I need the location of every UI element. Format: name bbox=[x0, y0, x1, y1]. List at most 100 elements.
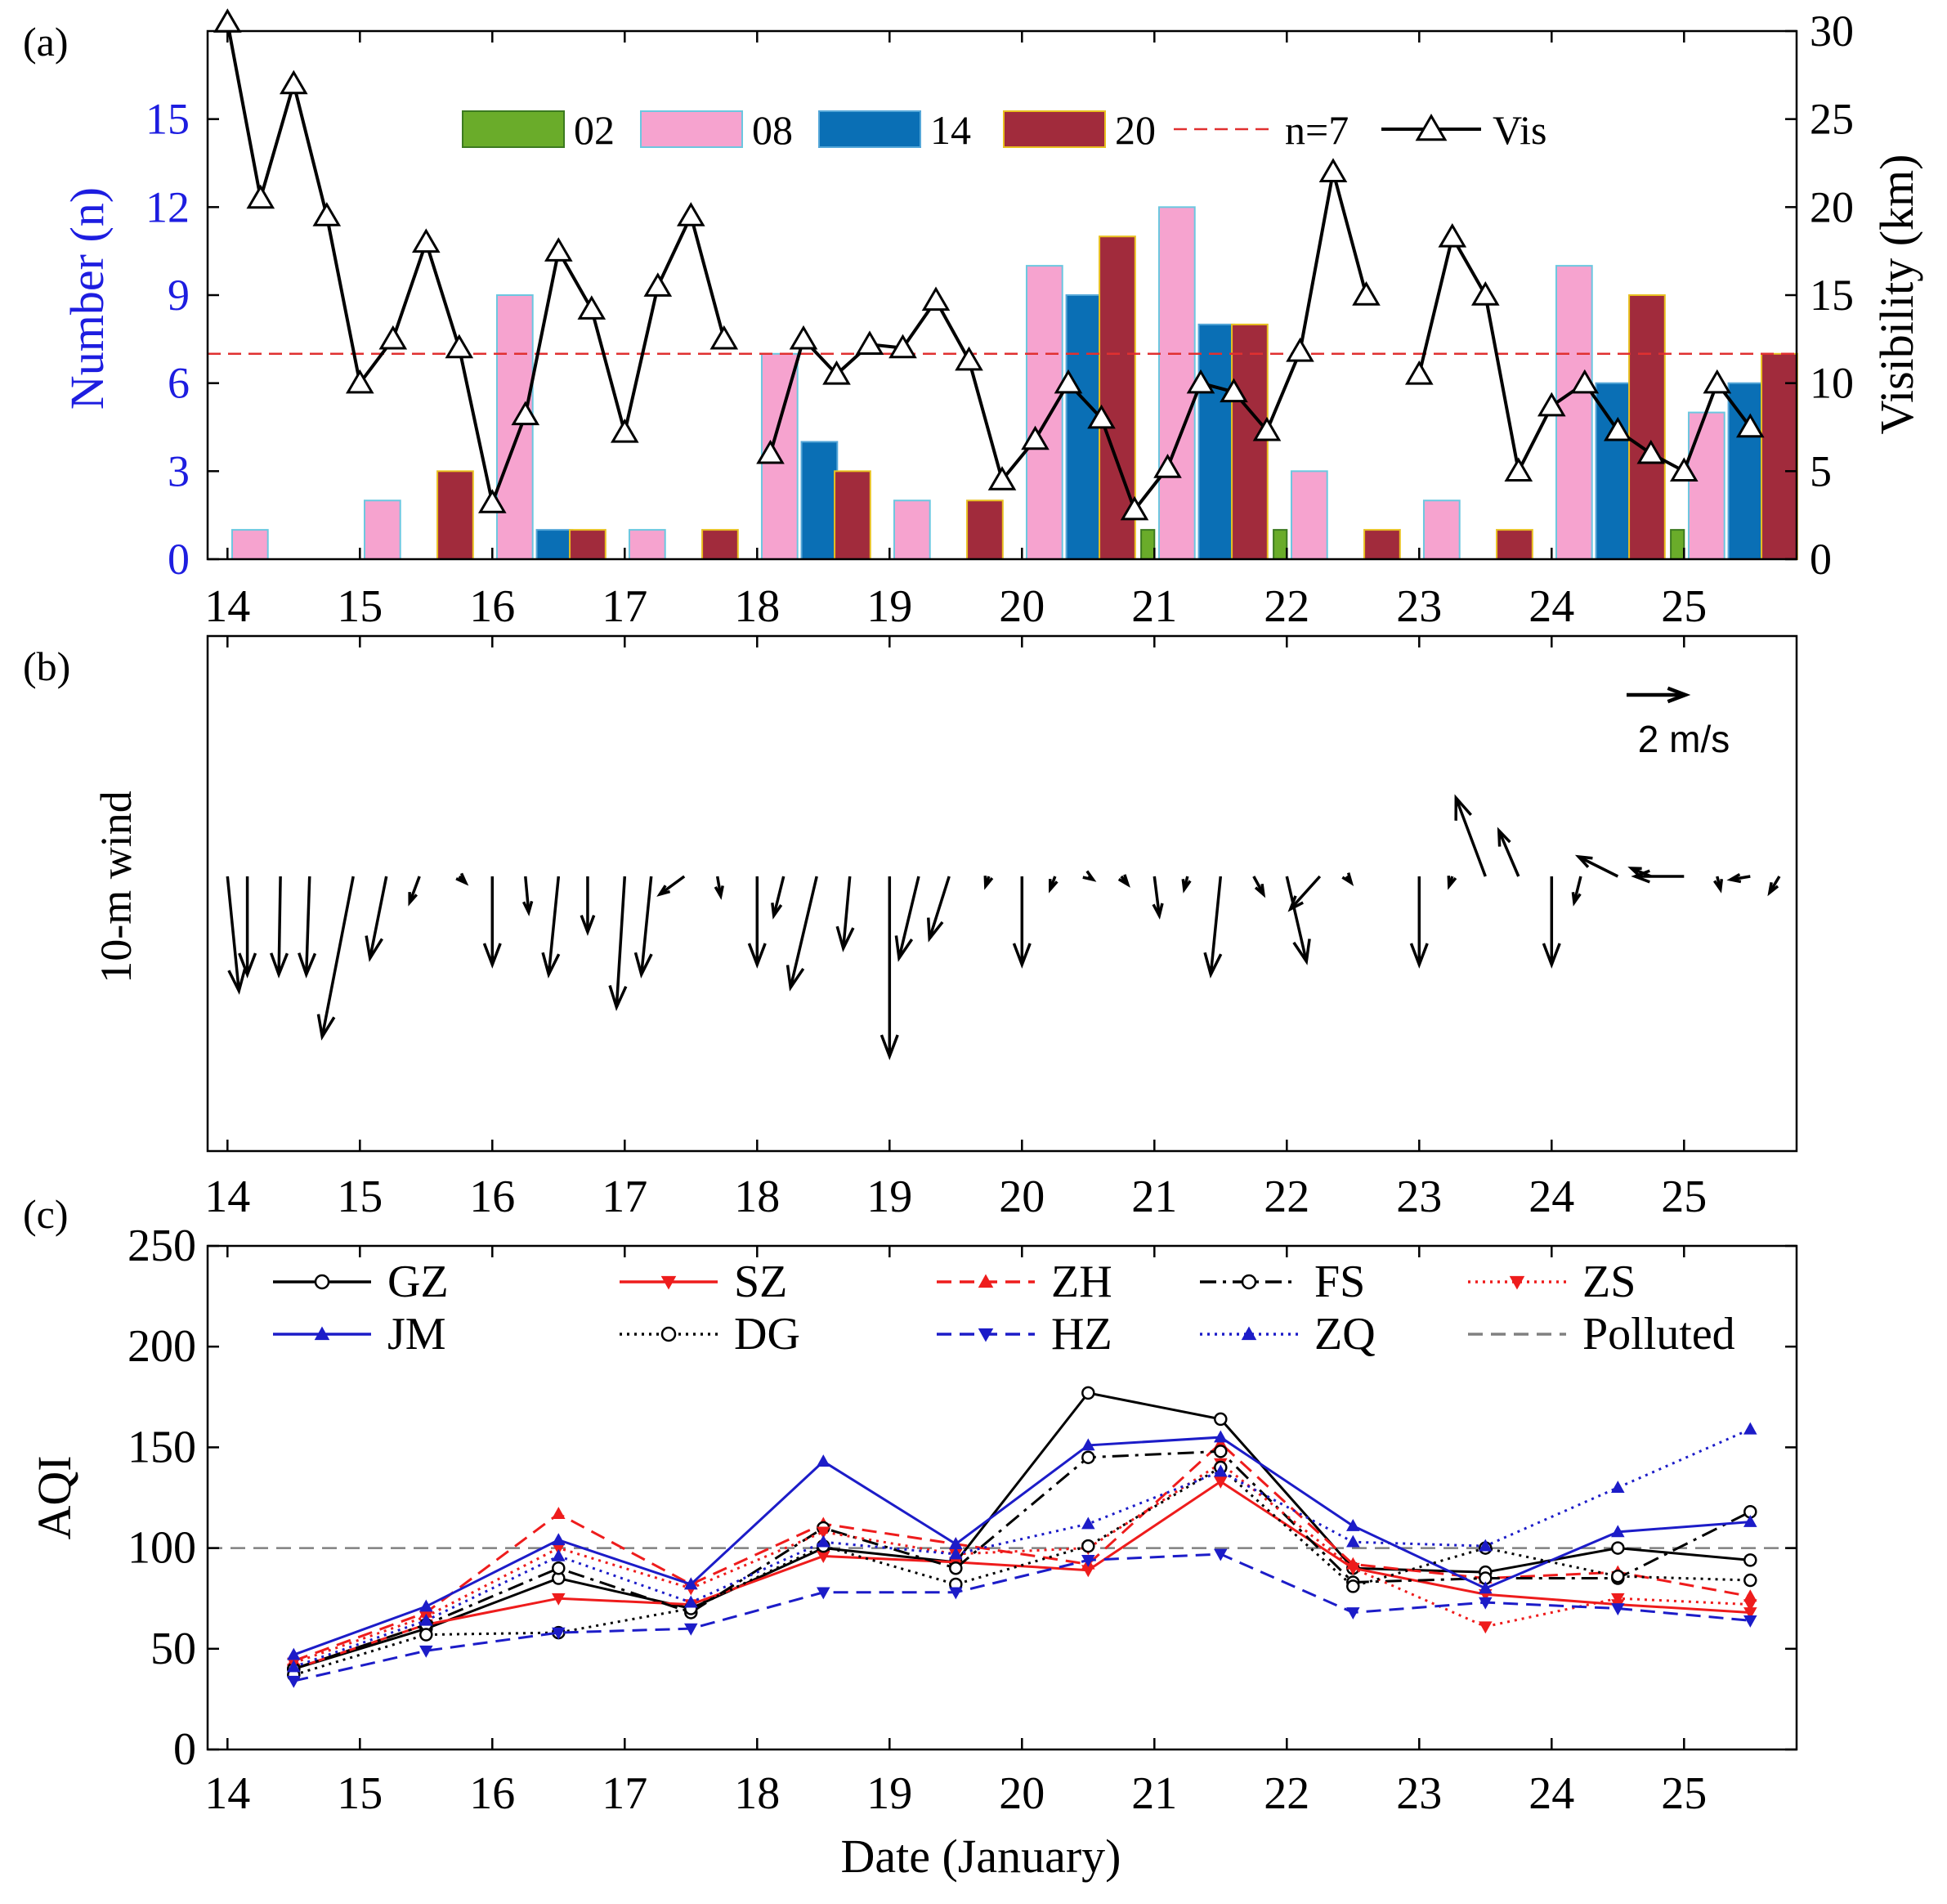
bar-14 bbox=[1595, 382, 1633, 560]
bar-14 bbox=[1197, 323, 1236, 560]
wind-arrow-head bbox=[835, 925, 855, 952]
aqi-line-HZ bbox=[293, 1552, 1751, 1682]
wind-arrow-head bbox=[482, 943, 502, 969]
wind-arrow bbox=[408, 876, 421, 903]
x-tick-label: 23 bbox=[1396, 581, 1442, 632]
visibility-point bbox=[676, 202, 705, 226]
visibility-point bbox=[709, 325, 739, 350]
wind-arrow-head bbox=[1341, 872, 1354, 886]
x-tick-label: 18 bbox=[734, 581, 780, 632]
wind-arrow-head bbox=[1497, 827, 1511, 847]
aqi-point-GZ bbox=[1081, 1386, 1095, 1400]
visibility-point bbox=[756, 439, 785, 464]
legend-label-ZS: ZS bbox=[1582, 1257, 1636, 1307]
x-tick-label: 17 bbox=[602, 1172, 647, 1222]
wind-arrow-head bbox=[455, 872, 469, 886]
bar-08 bbox=[1422, 500, 1461, 561]
visibility-point bbox=[855, 330, 884, 355]
panel-c: (c) 14 15 16 17 18 19 20 21 22 23 24 25050100150200… bbox=[23, 1191, 1798, 1883]
wind-arrow-head bbox=[714, 885, 724, 900]
panel-label-b: (b) bbox=[23, 643, 70, 689]
wind-arrow-head bbox=[1203, 952, 1223, 979]
legend-label-ZH: ZH bbox=[1051, 1257, 1112, 1307]
visibility-point bbox=[1153, 454, 1182, 478]
y-tick-label-left: 6 bbox=[168, 359, 190, 408]
wind-arrow-head bbox=[1447, 876, 1457, 890]
visibility-point bbox=[1404, 360, 1434, 385]
y-axis-label-wind: 10-m wind bbox=[92, 791, 141, 983]
y-tick-label: 200 bbox=[128, 1321, 196, 1372]
wind-arrow bbox=[524, 876, 530, 913]
visibility-point bbox=[1286, 337, 1314, 362]
wind-arrow-head bbox=[1254, 884, 1266, 898]
wind-arrow-head bbox=[608, 984, 628, 1011]
bar-20 bbox=[834, 470, 871, 560]
visibility-point bbox=[345, 369, 374, 394]
x-tick-label: 16 bbox=[469, 581, 515, 632]
legend-swatch-02 bbox=[462, 110, 565, 148]
axis-ticks: 14 15 16 17 18 19 20 21 22 23 24 25 bbox=[204, 636, 1707, 1222]
visibility-point bbox=[1504, 457, 1533, 482]
wind-arrow bbox=[1209, 876, 1223, 975]
y-tick-label: 250 bbox=[128, 1221, 196, 1271]
wind-arrow bbox=[1578, 855, 1619, 878]
x-axis-label: Date (January) bbox=[841, 1830, 1121, 1883]
x-tick-label: 18 bbox=[734, 1768, 780, 1819]
wind-arrow-head bbox=[786, 965, 805, 992]
aqi-point-ZQ bbox=[1479, 1539, 1493, 1552]
x-tick-label: 20 bbox=[999, 1768, 1045, 1819]
aqi-point-FS bbox=[949, 1561, 963, 1575]
visibility-point bbox=[987, 466, 1017, 491]
wind-arrow bbox=[928, 876, 951, 939]
x-tick-label: 19 bbox=[866, 581, 912, 632]
visibility-point bbox=[1352, 281, 1381, 306]
wind-arrow-head bbox=[1627, 867, 1642, 877]
legend-marker-SZ bbox=[660, 1275, 677, 1290]
x-tick-label: 24 bbox=[1529, 581, 1574, 632]
aqi-point-HZ bbox=[1081, 1555, 1095, 1567]
y-tick-label: 0 bbox=[173, 1724, 196, 1775]
x-tick-label: 14 bbox=[204, 1768, 250, 1819]
bar-08 bbox=[628, 529, 666, 560]
aqi-point-HZ bbox=[817, 1587, 830, 1600]
legend-label-ZQ: ZQ bbox=[1314, 1309, 1376, 1360]
x-tick-label: 21 bbox=[1131, 581, 1177, 632]
wind-arrow bbox=[1285, 876, 1309, 962]
panel-b: (b) 14 15 16 17 18 19 20 21 22 23 24 25 2 m/s 10-m … bbox=[23, 634, 1798, 1222]
axis-ticks: 14 15 16 17 18 19 20 21 22 23 24 25 0 3 6 9 12 15 0 5 10 15 20… bbox=[145, 7, 1854, 632]
y-tick-label-left: 3 bbox=[168, 446, 190, 495]
y-tick-label-left: 15 bbox=[145, 95, 190, 144]
wind-arrow bbox=[659, 875, 686, 896]
aqi-point-ZQ bbox=[684, 1595, 698, 1608]
aqi-point-HZ bbox=[1346, 1607, 1360, 1620]
aqi-point-ZS bbox=[817, 1526, 830, 1539]
legend-marker-vis bbox=[1415, 114, 1448, 141]
aqi-point-ZS bbox=[1479, 1621, 1493, 1634]
wind-arrow bbox=[277, 876, 282, 975]
legend-marker-ZH bbox=[978, 1274, 994, 1288]
wind-arrow bbox=[615, 876, 627, 1008]
y-tick-label-right: 25 bbox=[1810, 95, 1854, 144]
wind-arrow-head bbox=[1574, 854, 1593, 868]
bar-08 bbox=[1157, 206, 1196, 560]
legend-marker-ZS bbox=[1509, 1275, 1525, 1290]
bar-20 bbox=[1496, 529, 1533, 560]
legend-label-FS: FS bbox=[1314, 1257, 1365, 1307]
x-tick-label: 21 bbox=[1131, 1768, 1177, 1819]
legend-swatch-20 bbox=[1003, 110, 1106, 148]
aqi-point-JM bbox=[1611, 1525, 1625, 1538]
x-tick-label: 24 bbox=[1529, 1172, 1574, 1222]
legend-label-Polluted: Polluted bbox=[1582, 1309, 1735, 1360]
visibility-point bbox=[511, 401, 540, 426]
legend-marker-JM bbox=[314, 1326, 330, 1341]
x-tick-label: 22 bbox=[1264, 1768, 1309, 1819]
wind-arrow bbox=[772, 876, 786, 916]
x-tick-label: 23 bbox=[1396, 1172, 1442, 1222]
aqi-point-ZQ bbox=[949, 1547, 963, 1560]
aqi-point-HZ bbox=[1743, 1615, 1757, 1628]
bar-20 bbox=[569, 529, 606, 560]
visibility-point bbox=[955, 346, 983, 371]
panel-label-c: (c) bbox=[23, 1191, 69, 1237]
